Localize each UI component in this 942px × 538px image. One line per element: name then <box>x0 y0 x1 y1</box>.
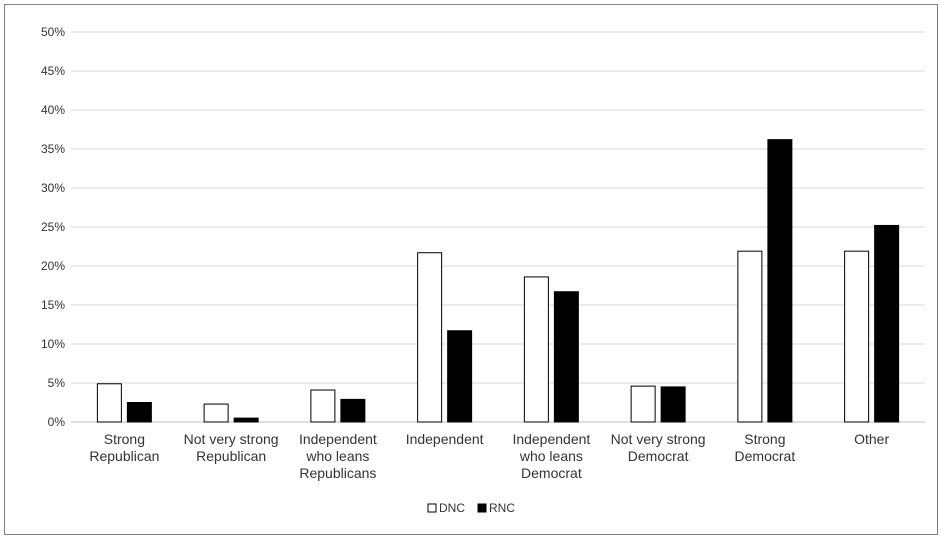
bar-rnc <box>660 386 686 423</box>
bar-rnc <box>340 398 366 423</box>
y-tick-label: 45% <box>41 64 65 78</box>
bar-rnc <box>126 402 152 423</box>
y-tick-label: 15% <box>41 298 65 312</box>
bar-dnc <box>737 250 763 423</box>
bar-dnc <box>630 385 656 423</box>
bar-rnc <box>233 417 259 423</box>
y-tick-label: 40% <box>41 103 65 117</box>
y-tick-label: 50% <box>41 25 65 39</box>
gridlines <box>71 31 925 423</box>
legend-swatch-rnc <box>477 503 487 513</box>
bar-chart: 0% 5% 10% 15% 20% 25% 30% 35% 40% 45% 50% Strong Re… <box>41 25 925 515</box>
y-axis-ticks: 0% 5% 10% 15% 20% 25% 30% 35% 40% 45% 50% <box>41 25 65 429</box>
x-category-label: Independent who leans Democrat <box>512 431 590 481</box>
legend: DNC RNC <box>427 501 515 515</box>
x-category-label: Not very strong Republican <box>184 431 279 464</box>
bars <box>96 139 900 423</box>
legend-swatch-dnc <box>427 503 437 513</box>
bar-dnc <box>417 252 443 423</box>
x-category-label: Independent <box>406 431 484 447</box>
bar-rnc <box>767 139 793 423</box>
legend-label-rnc: RNC <box>489 501 515 515</box>
x-category-label: Strong Republican <box>89 431 159 464</box>
y-tick-label: 25% <box>41 220 65 234</box>
x-axis-category-labels: Strong Republican Not very strong Republica… <box>89 431 889 481</box>
bar-dnc <box>844 250 870 423</box>
bar-rnc <box>447 330 473 423</box>
bar-dnc <box>96 383 122 423</box>
y-tick-label: 10% <box>41 337 65 351</box>
x-category-label: Strong Democrat <box>735 431 796 464</box>
bar-rnc <box>553 291 579 423</box>
bar-dnc <box>523 276 549 423</box>
legend-label-dnc: DNC <box>439 501 465 515</box>
bar-rnc <box>874 224 900 423</box>
y-tick-label: 0% <box>48 415 66 429</box>
chart-frame: 0% 5% 10% 15% 20% 25% 30% 35% 40% 45% 50% Strong Re… <box>4 4 938 535</box>
y-tick-label: 20% <box>41 259 65 273</box>
x-category-label: Independent who leans Republicans <box>299 431 377 481</box>
bar-dnc <box>203 403 229 423</box>
y-tick-label: 5% <box>48 376 66 390</box>
y-tick-label: 30% <box>41 181 65 195</box>
y-tick-label: 35% <box>41 142 65 156</box>
bar-dnc <box>310 389 336 423</box>
x-category-label: Not very strong Democrat <box>611 431 706 464</box>
x-category-label: Other <box>854 431 889 447</box>
